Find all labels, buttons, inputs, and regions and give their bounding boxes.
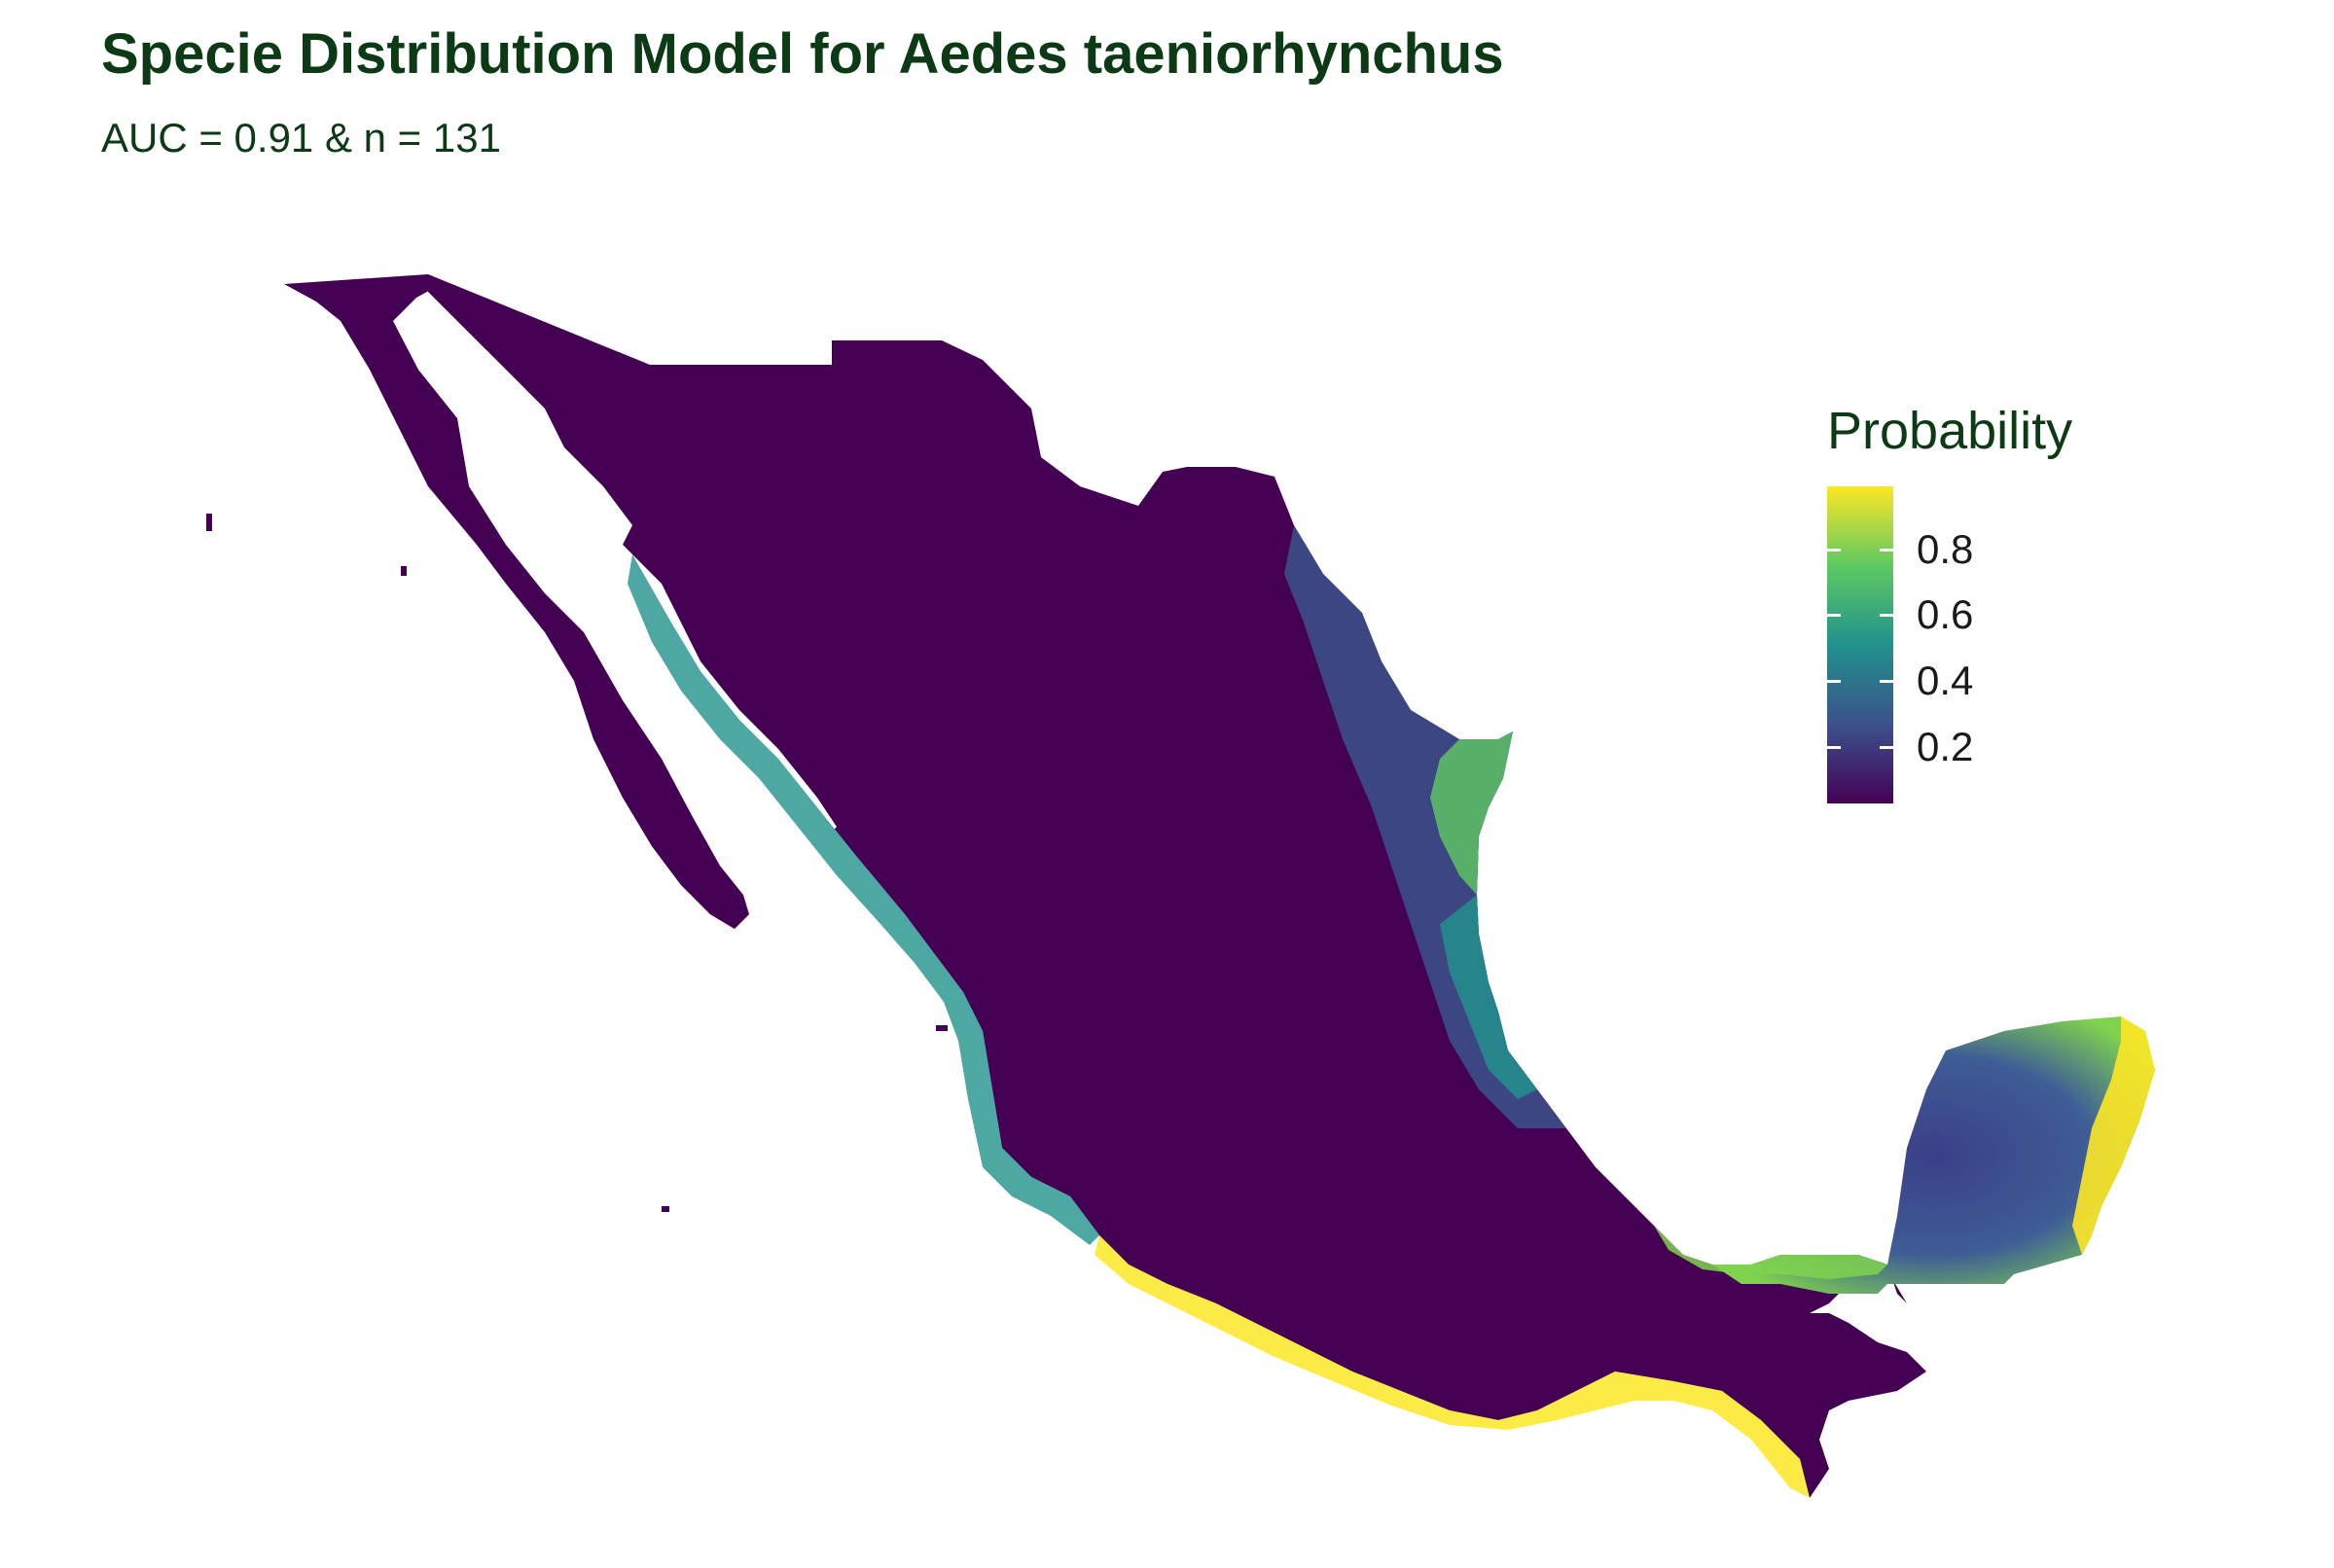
legend-tick-label: 0.4: [1917, 658, 1974, 704]
legend-tick-label: 0.8: [1917, 525, 1974, 572]
legend-tick-mark: [1827, 746, 1841, 750]
island: [662, 1206, 669, 1212]
legend-tick-mark: [1880, 680, 1893, 684]
island: [936, 1025, 948, 1031]
chart-subtitle: AUC = 0.91 & n = 131: [101, 115, 501, 160]
legend-tick-mark: [1827, 680, 1841, 684]
island: [206, 514, 212, 531]
gulf-coast-high-zone: [1430, 731, 1513, 895]
legend-tick-mark: [1827, 548, 1841, 552]
legend-tick-mark: [1880, 614, 1893, 618]
legend-tick-label: 0.6: [1917, 591, 1974, 638]
chart-title: Specie Distribution Model for Aedes taen…: [101, 22, 1504, 86]
legend-title: Probability: [1827, 402, 2073, 460]
mainland-mexico: [428, 274, 1926, 1498]
legend-tick-label: 0.2: [1917, 724, 1974, 770]
legend-tick-mark: [1880, 548, 1893, 552]
island: [401, 566, 407, 576]
yucatan-peninsula: [1712, 1016, 2155, 1294]
legend-tick-mark: [1880, 746, 1893, 750]
gulf-coast-zone: [1284, 525, 1566, 1128]
legend-tick-mark: [1827, 614, 1841, 618]
veracruz-coast-zone: [1440, 895, 1537, 1099]
tabasco-coast-zone: [1654, 1226, 1887, 1279]
pacific-coast-zone: [628, 554, 1099, 1245]
legend-colorbar: [1827, 486, 1893, 803]
yucatan-east-coast-high: [2072, 1016, 2155, 1255]
baja-california-peninsula: [284, 274, 749, 929]
